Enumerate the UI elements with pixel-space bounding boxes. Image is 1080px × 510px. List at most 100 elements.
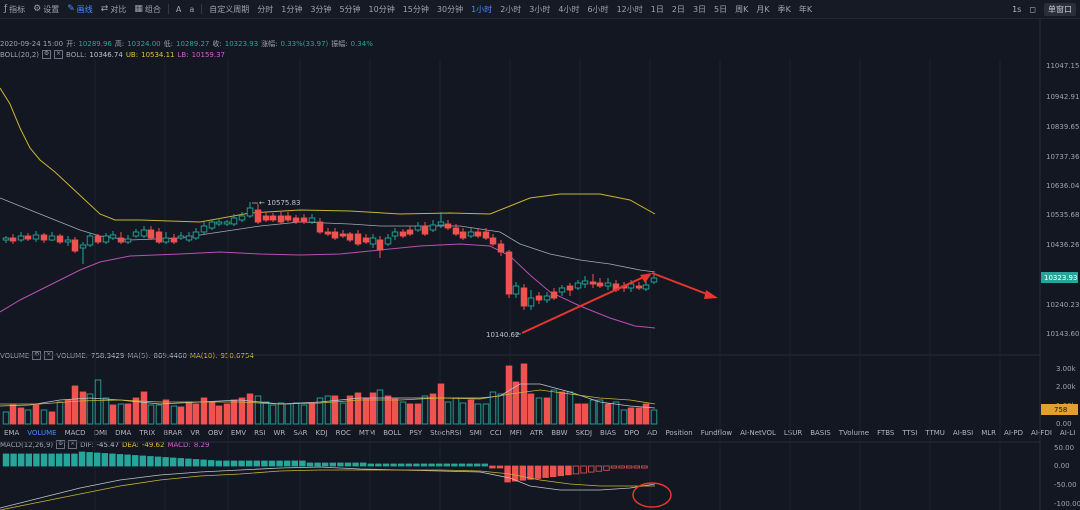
volume-bar [2, 411, 10, 425]
indicator-tab-vr[interactable]: VR [190, 429, 200, 437]
candle-body [277, 215, 285, 223]
indicator-tab-bbw[interactable]: BBW [551, 429, 568, 437]
indicator-tab-ai-fdi[interactable]: AI-FDI [1031, 429, 1052, 437]
indicator-tab-roc[interactable]: ROC [335, 429, 351, 437]
settings-icon[interactable]: ⚙ [42, 50, 52, 59]
settings-icon[interactable]: ⚙ [32, 351, 42, 360]
period-16[interactable]: 3日 [692, 4, 707, 14]
indicator-tab-tvolume[interactable]: TVolume [838, 429, 870, 437]
indicator-tab-lsur[interactable]: LSUR [783, 429, 803, 437]
indicator-tab-wr[interactable]: WR [273, 429, 286, 437]
indicator-tab-fundflow[interactable]: Fundflow [700, 429, 733, 437]
period-0[interactable]: 自定义周期 [209, 4, 250, 14]
settings-icon[interactable]: ⚙ [56, 440, 66, 449]
period-12[interactable]: 6小时 [587, 4, 609, 14]
indicator-tab-dpo[interactable]: DPO [624, 429, 640, 437]
macd-bar [390, 463, 397, 467]
indicator-tab-ai-bsi[interactable]: AI-BSI [952, 429, 974, 437]
period-9[interactable]: 2小时 [500, 4, 522, 14]
candle-body [376, 239, 384, 251]
indicator-tab-boll[interactable]: BOLL [383, 429, 402, 437]
period-8[interactable]: 1小时 [471, 4, 493, 14]
close-icon[interactable]: × [54, 50, 64, 59]
period-1[interactable]: 分时 [257, 4, 274, 14]
period-14[interactable]: 1日 [650, 4, 664, 14]
indicator-tab-kdj[interactable]: KDJ [315, 429, 328, 437]
screenshot-icon[interactable]: ◻ [1029, 4, 1036, 14]
indicator-tab-obv[interactable]: OBV [207, 429, 223, 437]
indicator-tab-emv[interactable]: EMV [230, 429, 247, 437]
price-axis-label: 10240.23 [1046, 301, 1079, 309]
period-3[interactable]: 3分钟 [310, 4, 332, 14]
macd-bar [56, 453, 63, 467]
period-13[interactable]: 12小时 [616, 4, 643, 14]
indicator-tab-macd[interactable]: MACD [64, 429, 86, 437]
period-4[interactable]: 5分钟 [339, 4, 361, 14]
period-6[interactable]: 15分钟 [402, 4, 429, 14]
indicator-tab-brar[interactable]: BRAR [163, 429, 183, 437]
candle-body [316, 221, 324, 233]
indicator-tab-skdj[interactable]: SKDJ [575, 429, 593, 437]
period-5[interactable]: 10分钟 [368, 4, 395, 14]
period-11[interactable]: 4小时 [558, 4, 580, 14]
period-2[interactable]: 1分钟 [281, 4, 303, 14]
indicator-tab-ad[interactable]: AD [647, 429, 658, 437]
indicator-tab-ttmu[interactable]: TTMU [925, 429, 945, 437]
indicator-tab-ai-li[interactable]: AI-LI [1059, 429, 1076, 437]
period-10[interactable]: 3小时 [529, 4, 551, 14]
indicator-tab-bias[interactable]: BIAS [600, 429, 617, 437]
compare-button[interactable]: ⇄ 对比 [100, 4, 127, 14]
period-18[interactable]: 周K [735, 4, 749, 14]
indicator-tab-ai-netvol[interactable]: AI-NetVOL [740, 429, 776, 437]
macd-bar [86, 452, 93, 467]
combo-button[interactable]: ▦ 组合 [134, 4, 161, 14]
indicator-tab-basis[interactable]: BASIS [810, 429, 831, 437]
indicator-tab-dma[interactable]: DMA [115, 429, 132, 437]
close-icon[interactable]: × [68, 440, 78, 449]
period-21[interactable]: 年K [798, 4, 813, 14]
volume-bar [612, 401, 620, 425]
font-small-button[interactable]: a [189, 4, 195, 14]
draw-line-button[interactable]: ✎ 画线 [67, 4, 93, 14]
indicator-tab-sar[interactable]: SAR [293, 429, 308, 437]
indicator-tab-ema[interactable]: EMA [4, 429, 20, 437]
indicator-tab-dmi[interactable]: DMI [93, 429, 108, 437]
indicator-tab-ai-pd[interactable]: AI-PD [1004, 429, 1024, 437]
lb-label: LB: [177, 50, 189, 59]
single-window-button[interactable]: 单窗口 [1044, 2, 1076, 16]
indicator-tab-mtm[interactable]: MTM [358, 429, 376, 437]
macd-bar [276, 460, 283, 467]
period-17[interactable]: 5日 [714, 4, 728, 14]
indicator-button[interactable]: ƒ 指标 [4, 4, 26, 14]
period-19[interactable]: 月K [756, 4, 770, 14]
volume-value: 758.3429 [90, 351, 125, 360]
settings-button[interactable]: ⚙ 设置 [33, 4, 60, 14]
candle-body [208, 221, 216, 229]
indicator-tab-smi[interactable]: SMI [469, 429, 482, 437]
indicator-tab-position[interactable]: Position [665, 429, 693, 437]
indicator-tab-atr[interactable]: ATR [529, 429, 544, 437]
indicator-tab-mfi[interactable]: MFI [509, 429, 522, 437]
indicator-tab-cci[interactable]: CCI [489, 429, 502, 437]
font-large-button[interactable]: A [175, 4, 182, 14]
volume-bar [64, 399, 72, 425]
volume-name: VOLUME [0, 351, 30, 360]
indicator-tab-stochrsi[interactable]: StochRSI [430, 429, 462, 437]
period-20[interactable]: 季K [777, 4, 791, 14]
last-price-value: 10323.93 [1044, 274, 1077, 282]
indicator-tab-ftbs[interactable]: FTBS [877, 429, 895, 437]
indicator-tab-trix[interactable]: TRIX [139, 429, 156, 437]
indicator-tab-volume[interactable]: VOLUME [27, 429, 57, 437]
period-15[interactable]: 2日 [671, 4, 685, 14]
indicator-tab-psy[interactable]: PSY [409, 429, 423, 437]
indicator-tab-ttsi[interactable]: TTSI [902, 429, 918, 437]
candle-body [177, 235, 185, 239]
close-icon[interactable]: × [44, 351, 54, 360]
macd-value: 8.29 [193, 440, 210, 449]
toolbar-right: 1s ◻ 单窗口 [1012, 0, 1080, 18]
indicator-tab-mlr[interactable]: MLR [981, 429, 997, 437]
change-value: 0.33%(33.97) [280, 40, 329, 48]
indicator-tab-rsi[interactable]: RSI [254, 429, 266, 437]
period-7[interactable]: 30分钟 [436, 4, 464, 14]
volume-ma5-line [0, 383, 656, 409]
